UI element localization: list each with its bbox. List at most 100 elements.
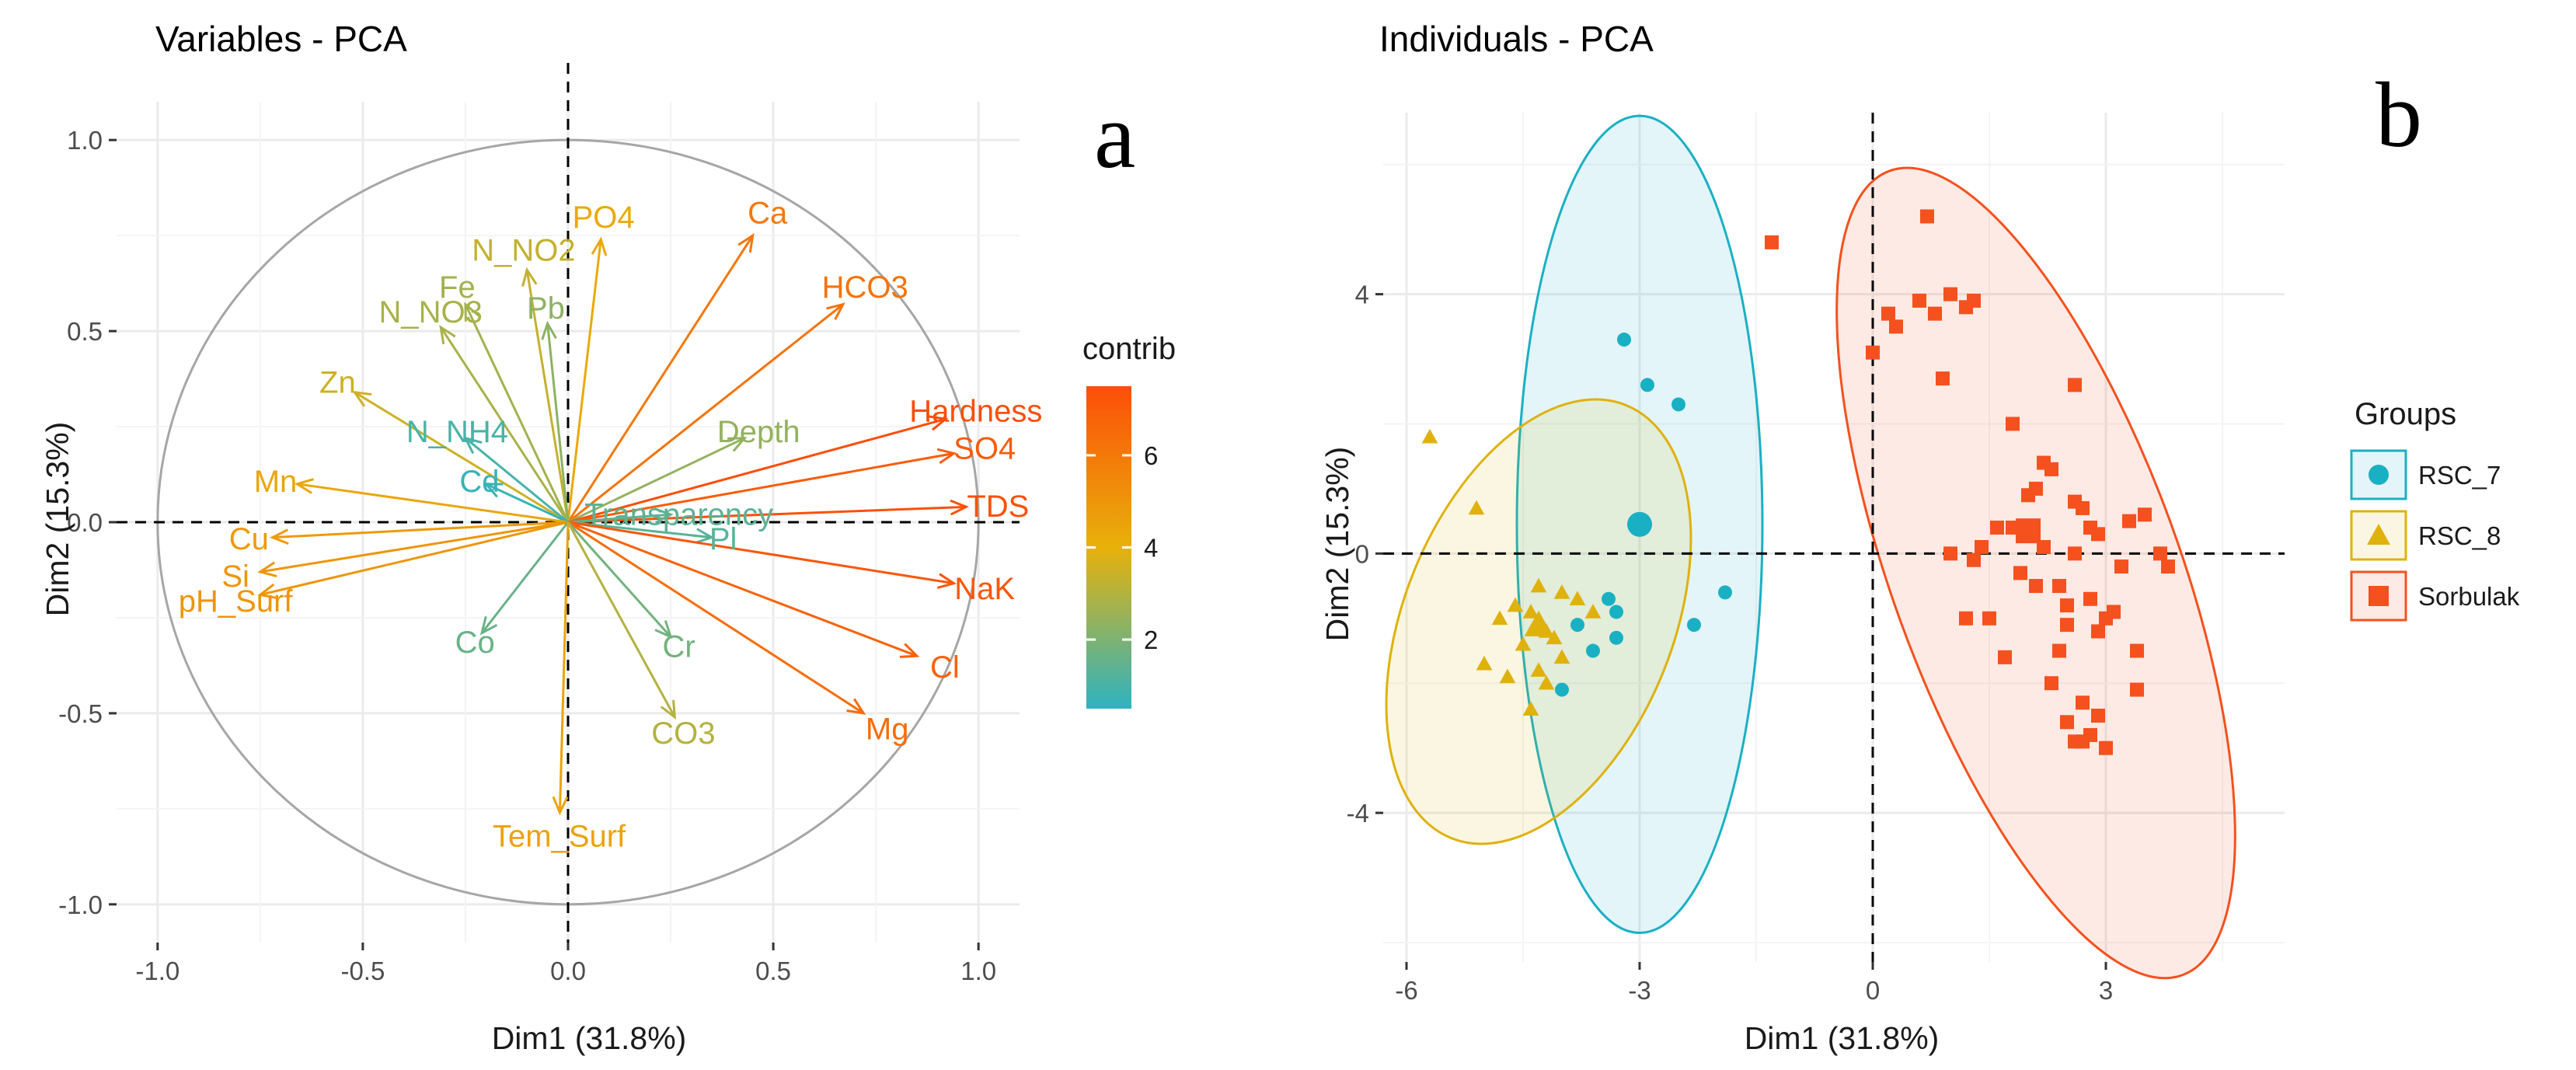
point-sorbulak <box>1889 319 1903 334</box>
label-so4: SO4 <box>953 431 1016 465</box>
panel-b-letter: b <box>2376 63 2422 166</box>
x-tick-label: 0.0 <box>550 957 586 985</box>
point-sorbulak <box>2091 527 2105 542</box>
point-rsc-7 <box>1586 643 1600 658</box>
point-rsc-8 <box>1507 597 1524 612</box>
label-hco3: HCO3 <box>822 270 908 305</box>
label-po4: PO4 <box>573 200 635 235</box>
panel-b-ylabel: Dim2 (15.3%) <box>1319 447 1355 642</box>
point-sorbulak <box>2099 741 2113 755</box>
arrow-mg <box>567 521 866 715</box>
arrow-head <box>270 528 289 545</box>
colorbar-tick-label: 2 <box>1144 626 1158 654</box>
label-co3: CO3 <box>651 716 715 751</box>
y-tick-label: -4 <box>1347 799 1369 828</box>
arrow-head <box>483 483 504 498</box>
ellipse-sorbulak <box>1835 166 2236 980</box>
label-cu: Cu <box>229 522 269 556</box>
label-nak: NaK <box>954 572 1015 606</box>
point-rsc-8 <box>1491 610 1508 626</box>
point-rsc-8 <box>1468 500 1485 515</box>
label-transparency: Transparency <box>584 497 773 532</box>
point-sorbulak <box>2060 598 2074 613</box>
arrow-shaft <box>566 235 754 523</box>
arrow-shaft <box>485 483 569 524</box>
point-sorbulak <box>2021 488 2035 503</box>
arrow-so4 <box>567 448 957 524</box>
point-rsc-7 <box>1570 618 1584 633</box>
arrow-shaft <box>567 521 865 715</box>
point-sorbulak <box>2083 591 2097 606</box>
point-sorbulak <box>2130 682 2144 697</box>
arrow-co <box>479 521 570 636</box>
point-sorbulak <box>2060 618 2074 633</box>
panel-b-ticks: -6 -3 0 3 4 0 -4 <box>1347 281 2114 1005</box>
label-depth: Depth <box>717 415 800 449</box>
arrow-zn <box>352 390 569 524</box>
arrow-shaft <box>272 521 569 539</box>
arrow-fe <box>464 301 570 523</box>
label-n-nh4: N_NH4 <box>406 415 508 449</box>
point-sorbulak <box>1982 611 1996 626</box>
point-sorbulak <box>2006 416 2020 431</box>
arrow-shaft <box>297 483 569 524</box>
arrow-head <box>936 448 957 465</box>
point-rsc-8 <box>1522 604 1539 619</box>
arrow-head <box>695 528 715 544</box>
label-tem-surf: Tem_Surf <box>493 820 626 854</box>
panel-a-ticks: -1.0 -0.5 0.0 0.5 1.0 1.0 0.5 0.0 -0.5 -1.0 <box>58 126 996 985</box>
arrow-n-no2 <box>521 267 570 523</box>
panel-b-title: Individuals - PCA <box>1379 19 1654 59</box>
arrow-shaft <box>558 521 570 813</box>
centroid-sorbulak <box>2016 518 2041 544</box>
point-sorbulak <box>2091 708 2105 723</box>
point-rsc-8 <box>1476 655 1493 671</box>
arrow-transparency <box>567 507 674 524</box>
y-tick-label: 0.0 <box>67 508 103 537</box>
arrow-shaft <box>566 521 672 638</box>
x-tick-label: -3 <box>1628 976 1651 1005</box>
point-rsc-8 <box>1522 701 1539 716</box>
arrow-nak <box>567 521 957 589</box>
arrow-shaft <box>260 521 569 596</box>
label-mg: Mg <box>866 713 909 747</box>
legend-label-rsc-8: RSC_8 <box>2418 521 2501 550</box>
point-sorbulak <box>2044 676 2058 691</box>
panel-b-reference-lines <box>1383 113 2285 962</box>
arrow-shaft <box>567 521 713 539</box>
point-sorbulak <box>1998 650 2012 664</box>
y-tick-label: -1.0 <box>58 891 103 919</box>
arrow-head <box>899 643 920 658</box>
legend-symbol-rsc-8 <box>2367 524 2390 545</box>
label-cr: Cr <box>662 629 695 664</box>
arrow-head <box>294 478 314 494</box>
point-sorbulak <box>2076 734 2090 749</box>
point-sorbulak <box>1920 209 1934 224</box>
point-sorbulak <box>2029 579 2043 594</box>
point-rsc-8 <box>1569 591 1586 606</box>
y-tick-label: -0.5 <box>58 699 103 728</box>
arrow-depth <box>567 437 748 524</box>
point-rsc-7 <box>1718 585 1732 600</box>
arrow-hardness <box>567 415 949 524</box>
point-sorbulak <box>1765 235 1779 249</box>
point-rsc-8 <box>1538 674 1555 690</box>
arrow-head <box>552 796 569 816</box>
label-ca: Ca <box>748 197 788 231</box>
point-sorbulak <box>2091 624 2105 639</box>
x-tick-label: 0 <box>1866 976 1880 1005</box>
point-sorbulak <box>1967 552 1981 567</box>
arrow-pl <box>567 521 715 544</box>
arrow-cd <box>483 483 569 524</box>
point-sorbulak <box>1866 345 1880 360</box>
arrow-head <box>541 320 557 340</box>
arrow-shaft <box>567 437 745 524</box>
legend-symbol-sorbulak <box>2369 586 2389 606</box>
panel-b-grid <box>1383 113 2285 962</box>
point-rsc-7 <box>1640 378 1654 392</box>
point-sorbulak <box>2114 559 2128 574</box>
arrow-cu <box>270 521 569 545</box>
arrow-hco3 <box>567 302 845 524</box>
arrow-head <box>521 267 538 288</box>
point-sorbulak <box>1943 287 1957 301</box>
